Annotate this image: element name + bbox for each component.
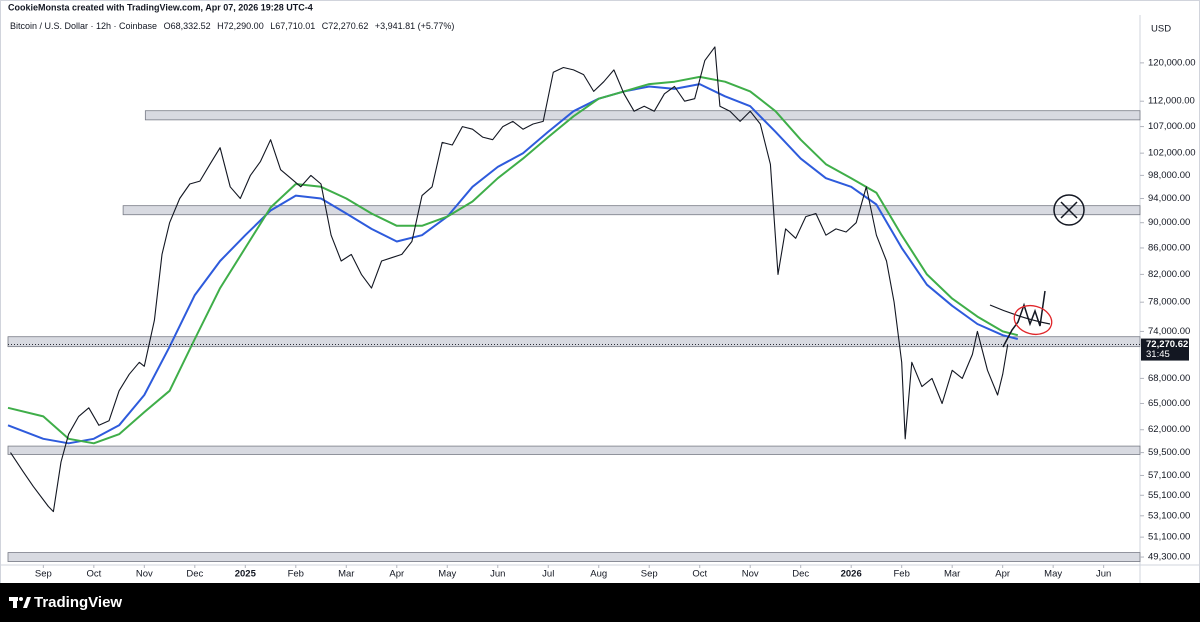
- y-tick-label: 74,000.00: [1148, 326, 1190, 337]
- legend-change: +3,941.81 (+5.77%): [375, 21, 455, 31]
- legend-low: L67,710.01: [270, 21, 315, 31]
- x-tick-label: Apr: [995, 569, 1010, 580]
- x-tick-label: Mar: [338, 569, 354, 580]
- x-tick-label: Oct: [692, 569, 707, 580]
- y-tick-label: 90,000.00: [1148, 217, 1190, 228]
- y-tick-label: 94,000.00: [1148, 193, 1190, 204]
- x-tick-label: Sep: [641, 569, 658, 580]
- drawings: [989, 194, 1085, 348]
- zone: [7, 552, 1141, 562]
- price-value: 72,270.62: [1146, 339, 1188, 350]
- curve-drawing: [989, 304, 1051, 325]
- brand-logo: [9, 597, 31, 608]
- x-tick-label: May: [1044, 569, 1062, 580]
- brand: TradingView: [34, 594, 122, 611]
- moving-average: [7, 75, 1019, 445]
- x-tick-label: May: [438, 569, 456, 580]
- logo-part: [23, 597, 31, 608]
- price-countdown: 31:45: [1146, 349, 1170, 360]
- x-circle-drawing: [1053, 194, 1085, 226]
- y-tick-label: 107,000.00: [1148, 121, 1196, 132]
- y-tick-label: 120,000.00: [1148, 57, 1196, 68]
- x-tick-label: Apr: [389, 569, 404, 580]
- x-tick-label: Oct: [86, 569, 101, 580]
- circle-drawing: [1013, 304, 1053, 336]
- zone: [7, 445, 1141, 455]
- logo-part: [13, 597, 17, 608]
- y-tick-label: 51,100.00: [1148, 532, 1190, 543]
- moving-average: [7, 83, 1019, 445]
- y-tick-label: 86,000.00: [1148, 242, 1190, 253]
- legend-open: O68,332.52: [164, 21, 211, 31]
- x-tick-label: Dec: [792, 569, 809, 580]
- y-tick-label: 55,100.00: [1148, 490, 1190, 501]
- x-mark-drawing: [1060, 201, 1078, 219]
- zone: [144, 110, 1141, 121]
- legend-high: H72,290.00: [217, 21, 264, 31]
- x-tick-label: Nov: [742, 569, 759, 580]
- legend-symbol: Bitcoin / U.S. Dollar · 12h · Coinbase: [10, 21, 157, 31]
- price-line: [10, 46, 1009, 513]
- y-tick-label: 78,000.00: [1148, 297, 1190, 308]
- x-tick-label: Feb: [288, 569, 304, 580]
- y-tick-label: 53,100.00: [1148, 510, 1190, 521]
- zone: [7, 336, 1141, 348]
- x-tick-label: Mar: [944, 569, 960, 580]
- axes: 120,000.00 112,000.00 107,000.00 102,000.00…: [35, 57, 1196, 579]
- y-tick-label: 102,000.00: [1148, 148, 1196, 159]
- x-tick-label: Jun: [1096, 569, 1111, 580]
- y-tick-label: 68,000.00: [1148, 373, 1190, 384]
- currency: USD: [1151, 24, 1171, 35]
- projection-drawing: [1002, 290, 1046, 348]
- x-tick-label: 2025: [235, 569, 257, 580]
- zones: [7, 110, 1141, 562]
- x-tick-label: Jul: [542, 569, 554, 580]
- x-tick-label: Aug: [590, 569, 607, 580]
- legend: Bitcoin / U.S. Dollar · 12h · Coinbase O…: [10, 21, 454, 31]
- x-tick-label: 2026: [841, 569, 862, 580]
- y-tick-label: 112,000.00: [1148, 96, 1195, 107]
- x-tick-label: Sep: [35, 569, 52, 580]
- logo-part: [19, 597, 23, 601]
- price-box: [1141, 338, 1189, 361]
- footer-bar: [0, 583, 1200, 622]
- y-tick-label: 65,000.00: [1148, 398, 1190, 409]
- zone: [122, 205, 1141, 216]
- y-tick-label: 49,300.00: [1148, 552, 1190, 563]
- y-tick-label: 82,000.00: [1148, 269, 1190, 280]
- y-tick-label: 62,000.00: [1148, 424, 1190, 435]
- header: CookieMonsta created with TradingView.co…: [8, 2, 313, 12]
- x-tick-label: Feb: [893, 569, 909, 580]
- y-tick-label: 57,100.00: [1148, 470, 1190, 481]
- x-tick-label: Nov: [136, 569, 153, 580]
- x-tick-label: Jun: [490, 569, 505, 580]
- series: [7, 46, 1019, 513]
- legend-close: C72,270.62: [322, 21, 369, 31]
- y-tick-label: 59,500.00: [1148, 447, 1190, 458]
- x-tick-label: Dec: [186, 569, 203, 580]
- y-tick-label: 98,000.00: [1148, 170, 1190, 181]
